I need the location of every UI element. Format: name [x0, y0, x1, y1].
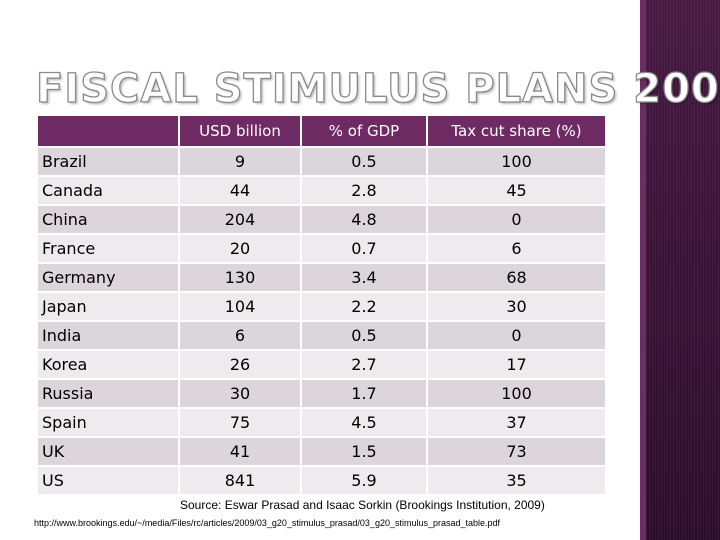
header-pct-gdp: % of GDP — [301, 116, 428, 148]
pct-gdp-cell: 4.8 — [301, 205, 428, 235]
usd-billion-cell: 75 — [179, 408, 302, 438]
pct-gdp-cell: 1.5 — [301, 437, 428, 467]
tax-cut-share-cell: 0 — [427, 205, 607, 235]
pct-gdp-cell: 0.7 — [301, 234, 428, 264]
usd-billion-cell: 130 — [179, 263, 302, 293]
usd-billion-cell: 26 — [179, 350, 302, 380]
source-citation: Source: Eswar Prasad and Isaac Sorkin (B… — [180, 498, 545, 512]
tax-cut-share-cell: 37 — [427, 408, 607, 438]
header-country — [38, 116, 180, 148]
table-row: Spain 75 4.5 37 — [38, 408, 607, 438]
decorative-side-bar — [640, 0, 720, 540]
table-row: Russia 30 1.7 100 — [38, 379, 607, 409]
table-row: Canada 44 2.8 45 — [38, 176, 607, 206]
tax-cut-share-cell: 0 — [427, 321, 607, 351]
tax-cut-share-cell: 100 — [427, 147, 607, 177]
stimulus-table: USD billion % of GDP Tax cut share (%) B… — [38, 116, 607, 496]
slide-title: FISCAL STIMULUS PLANS 2008 — [35, 65, 720, 112]
pct-gdp-cell: 0.5 — [301, 147, 428, 177]
source-url[interactable]: http://www.brookings.edu/~/media/Files/r… — [34, 518, 501, 528]
tax-cut-share-cell: 68 — [427, 263, 607, 293]
country-cell: UK — [38, 437, 180, 467]
tax-cut-share-cell: 30 — [427, 292, 607, 322]
pct-gdp-cell: 5.9 — [301, 466, 428, 496]
table-row: Korea 26 2.7 17 — [38, 350, 607, 380]
table-row: Japan 104 2.2 30 — [38, 292, 607, 322]
tax-cut-share-cell: 17 — [427, 350, 607, 380]
usd-billion-cell: 20 — [179, 234, 302, 264]
pct-gdp-cell: 2.8 — [301, 176, 428, 206]
country-cell: US — [38, 466, 180, 496]
country-cell: Spain — [38, 408, 180, 438]
tax-cut-share-cell: 45 — [427, 176, 607, 206]
pct-gdp-cell: 1.7 — [301, 379, 428, 409]
table-row: Germany 130 3.4 68 — [38, 263, 607, 293]
table-row: France 20 0.7 6 — [38, 234, 607, 264]
side-bar-texture — [640, 0, 720, 540]
pct-gdp-cell: 3.4 — [301, 263, 428, 293]
tax-cut-share-cell: 6 — [427, 234, 607, 264]
table-row: US 841 5.9 35 — [38, 466, 607, 496]
table-row: Brazil 9 0.5 100 — [38, 147, 607, 177]
country-cell: France — [38, 234, 180, 264]
pct-gdp-cell: 0.5 — [301, 321, 428, 351]
country-cell: China — [38, 205, 180, 235]
table-row: UK 41 1.5 73 — [38, 437, 607, 467]
country-cell: India — [38, 321, 180, 351]
usd-billion-cell: 104 — [179, 292, 302, 322]
usd-billion-cell: 44 — [179, 176, 302, 206]
side-bar-edge — [640, 0, 646, 540]
header-usd-billion: USD billion — [179, 116, 302, 148]
usd-billion-cell: 204 — [179, 205, 302, 235]
pct-gdp-cell: 2.7 — [301, 350, 428, 380]
tax-cut-share-cell: 73 — [427, 437, 607, 467]
pct-gdp-cell: 2.2 — [301, 292, 428, 322]
table-body: Brazil 9 0.5 100 Canada 44 2.8 45 China 204 4.8 0 Fr… — [38, 147, 607, 496]
tax-cut-share-cell: 100 — [427, 379, 607, 409]
usd-billion-cell: 9 — [179, 147, 302, 177]
country-cell: Canada — [38, 176, 180, 206]
usd-billion-cell: 841 — [179, 466, 302, 496]
country-cell: Brazil — [38, 147, 180, 177]
table-header-row: USD billion % of GDP Tax cut share (%) — [38, 116, 607, 148]
country-cell: Japan — [38, 292, 180, 322]
table-row: India 6 0.5 0 — [38, 321, 607, 351]
table-row: China 204 4.8 0 — [38, 205, 607, 235]
pct-gdp-cell: 4.5 — [301, 408, 428, 438]
header-tax-cut-share: Tax cut share (%) — [427, 116, 607, 148]
country-cell: Russia — [38, 379, 180, 409]
tax-cut-share-cell: 35 — [427, 466, 607, 496]
country-cell: Korea — [38, 350, 180, 380]
usd-billion-cell: 41 — [179, 437, 302, 467]
usd-billion-cell: 30 — [179, 379, 302, 409]
country-cell: Germany — [38, 263, 180, 293]
table-header: USD billion % of GDP Tax cut share (%) — [38, 116, 607, 148]
usd-billion-cell: 6 — [179, 321, 302, 351]
